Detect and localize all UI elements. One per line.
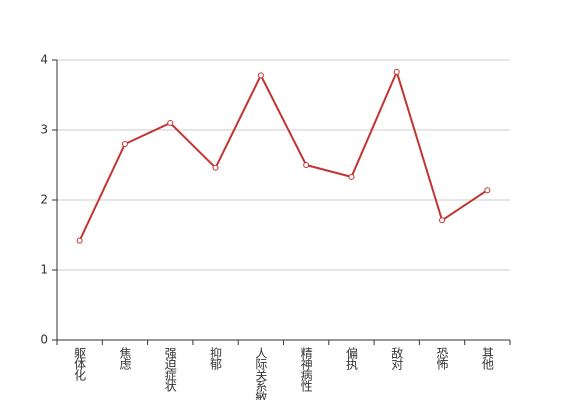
data-point <box>167 120 174 126</box>
y-tick-label: 1 <box>40 263 48 277</box>
data-point <box>303 162 310 168</box>
x-tick-label: 恐怖 <box>435 347 449 370</box>
data-point <box>212 164 219 171</box>
data-point <box>439 217 446 224</box>
x-tick-label: 焦虑 <box>118 347 132 370</box>
line-series <box>78 69 488 242</box>
y-tick-label: 3 <box>40 123 48 137</box>
x-tick-label: 躯体化 <box>73 346 87 382</box>
data-point <box>257 72 264 79</box>
data-point <box>348 173 355 180</box>
x-tick-label: 其他 <box>480 347 494 370</box>
x-tick-label: 人际关系敏感 <box>254 347 268 400</box>
data-point <box>76 237 83 244</box>
y-tick-label: 0 <box>40 333 48 347</box>
x-tick-label: 精神病性 <box>299 347 313 393</box>
x-tick-label: 偏执 <box>344 346 358 371</box>
x-tick-label: 敌对 <box>390 346 404 370</box>
y-tick-label: 4 <box>40 53 48 67</box>
y-tick-label: 2 <box>40 193 48 207</box>
x-tick-label: 抑郁 <box>209 346 223 371</box>
data-point <box>393 68 400 75</box>
x-tick-label: 强迫症状 <box>163 347 177 392</box>
data-point <box>484 187 491 194</box>
data-point <box>121 141 128 147</box>
